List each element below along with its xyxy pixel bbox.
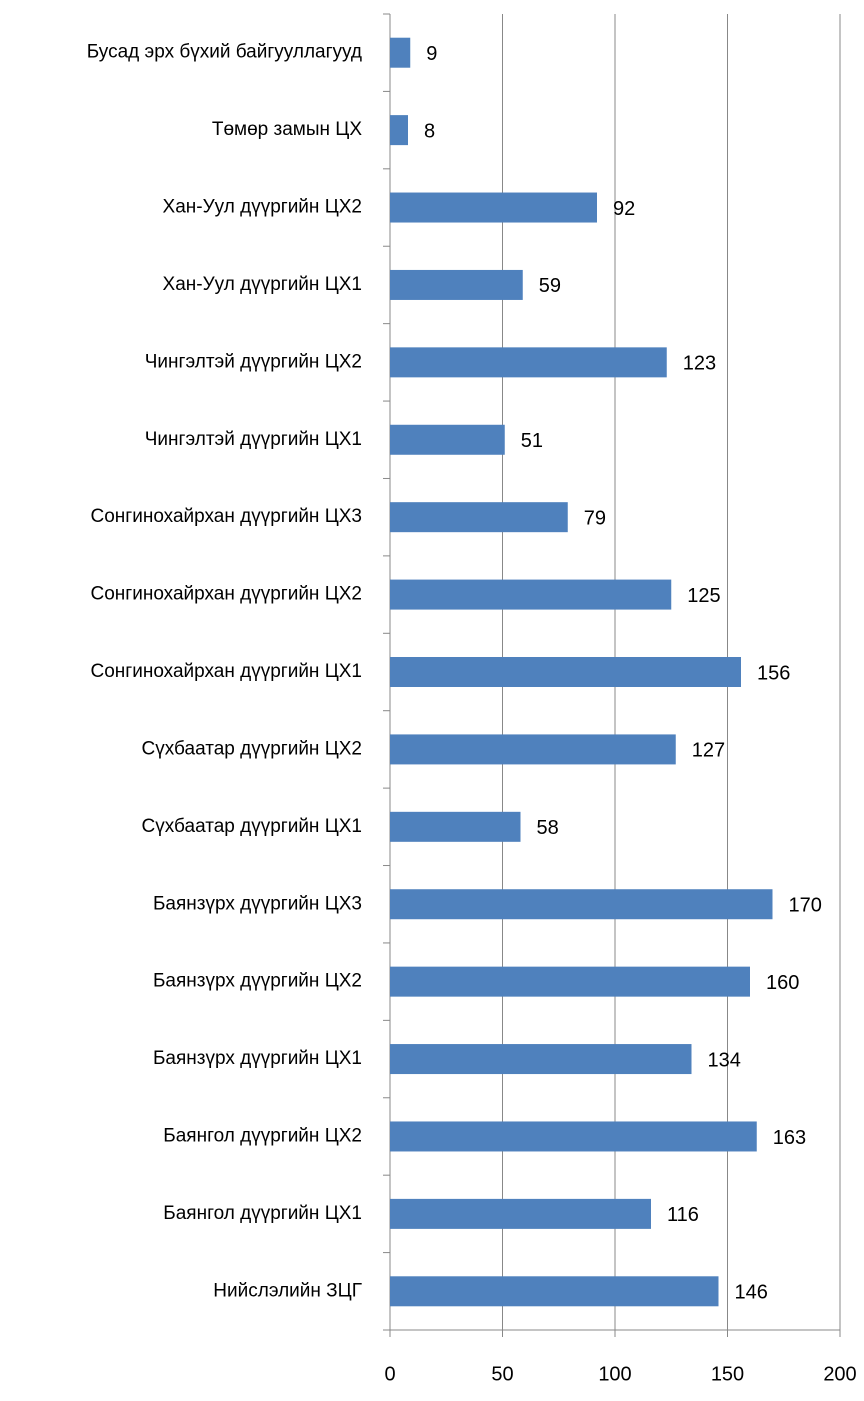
y-tick-label: Чингэлтэй дүүргийн ЦХ2 xyxy=(145,351,362,372)
x-tick-label: 50 xyxy=(491,1363,513,1385)
y-tick-label: Баянгол дүүргийн ЦХ1 xyxy=(163,1203,362,1224)
data-label: 170 xyxy=(789,895,822,917)
data-label: 125 xyxy=(687,585,720,607)
bar xyxy=(390,966,750,997)
bar xyxy=(390,502,568,533)
data-label: 51 xyxy=(521,430,543,452)
data-label: 58 xyxy=(537,817,559,839)
data-label: 156 xyxy=(757,662,790,684)
data-label: 79 xyxy=(584,507,606,529)
y-tick-label: Төмөр замын ЦХ xyxy=(212,119,362,140)
y-tick-label: Сүхбаатар дүүргийн ЦХ1 xyxy=(142,816,362,837)
bar xyxy=(390,192,597,223)
y-tick-label: Бусад эрх бүхий байгууллагууд xyxy=(87,42,362,63)
x-tick-label: 100 xyxy=(598,1363,631,1385)
bar xyxy=(390,811,521,842)
data-label: 127 xyxy=(692,740,725,762)
bar xyxy=(390,657,741,687)
bar xyxy=(390,115,408,146)
data-label: 59 xyxy=(539,275,561,297)
data-label: 134 xyxy=(708,1049,741,1071)
y-tick-label: Баянгол дүүргийн ЦХ2 xyxy=(163,1125,362,1146)
y-tick-label: Нийслэлийн ЗЦГ xyxy=(213,1280,362,1301)
y-tick-label: Баянзүрх дүүргийн ЦХ2 xyxy=(153,971,362,992)
data-label: 116 xyxy=(667,1204,699,1226)
x-tick-label: 150 xyxy=(711,1363,744,1385)
x-tick-label: 0 xyxy=(384,1363,395,1385)
bar xyxy=(390,424,505,455)
y-tick-label: Чингэлтэй дүүргийн ЦХ1 xyxy=(145,429,362,450)
y-tick-label: Сүхбаатар дүүргийн ЦХ2 xyxy=(142,738,362,759)
data-label: 9 xyxy=(426,43,437,65)
y-tick-label: Хан-Уул дүүргийн ЦХ2 xyxy=(163,197,362,218)
data-label: 8 xyxy=(424,120,435,142)
bar xyxy=(390,347,667,378)
y-tick-label: Хан-Уул дүүргийн ЦХ1 xyxy=(163,274,362,295)
bar xyxy=(390,1198,651,1229)
y-tick-label: Баянзүрх дүүргийн ЦХ1 xyxy=(153,1048,362,1069)
data-label: 123 xyxy=(683,353,716,375)
data-label: 163 xyxy=(773,1127,806,1149)
bar xyxy=(390,1276,719,1307)
data-label: 146 xyxy=(735,1282,768,1304)
bar xyxy=(390,579,672,610)
bar xyxy=(390,889,773,920)
y-tick-label: Сонгинохайрхан дүүргийн ЦХ1 xyxy=(91,661,363,682)
bar xyxy=(390,37,411,68)
bar xyxy=(390,734,676,765)
bar xyxy=(390,1121,757,1152)
y-tick-label: Баянзүрх дүүргийн ЦХ3 xyxy=(153,893,362,914)
data-label: 92 xyxy=(613,198,635,220)
bar xyxy=(390,1044,692,1075)
bar xyxy=(390,269,523,300)
data-label: 160 xyxy=(766,972,799,994)
y-tick-label: Сонгинохайрхан дүүргийн ЦХ2 xyxy=(91,584,363,605)
x-tick-label: 200 xyxy=(823,1363,856,1385)
y-tick-label: Сонгинохайрхан дүүргийн ЦХ3 xyxy=(91,506,363,527)
